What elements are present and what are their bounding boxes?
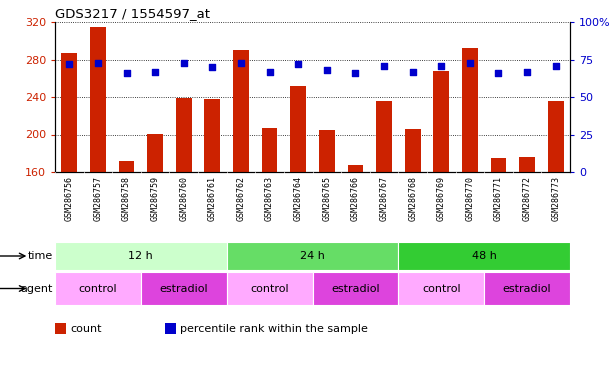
- Bar: [119, 161, 134, 172]
- Point: [64, 61, 74, 67]
- Point: [322, 67, 332, 73]
- Text: GSM286758: GSM286758: [122, 175, 131, 220]
- Bar: [484, 272, 570, 305]
- Text: control: control: [251, 283, 289, 293]
- Bar: [319, 130, 335, 172]
- Point: [408, 68, 417, 74]
- Point: [551, 63, 560, 69]
- Point: [351, 70, 360, 76]
- Text: 12 h: 12 h: [128, 251, 153, 261]
- Text: GSM286765: GSM286765: [323, 175, 331, 220]
- Bar: [462, 48, 478, 172]
- Bar: [141, 272, 227, 305]
- Bar: [491, 158, 507, 172]
- Text: GSM286771: GSM286771: [494, 175, 503, 220]
- Point: [150, 68, 160, 74]
- Text: estradiol: estradiol: [331, 283, 379, 293]
- Bar: [398, 272, 484, 305]
- Bar: [55, 242, 227, 270]
- Text: GSM286769: GSM286769: [437, 175, 446, 220]
- Text: GSM286759: GSM286759: [151, 175, 159, 220]
- Point: [379, 63, 389, 69]
- Point: [179, 60, 189, 66]
- Bar: [519, 157, 535, 172]
- Text: control: control: [422, 283, 461, 293]
- Text: GSM286761: GSM286761: [208, 175, 217, 220]
- Bar: [376, 101, 392, 172]
- Text: GSM286767: GSM286767: [379, 175, 389, 220]
- Point: [236, 60, 246, 66]
- Text: GSM286756: GSM286756: [65, 175, 74, 220]
- Text: GSM286766: GSM286766: [351, 175, 360, 220]
- Text: GSM286770: GSM286770: [466, 175, 474, 220]
- Bar: [147, 134, 163, 172]
- Bar: [233, 50, 249, 172]
- Bar: [548, 101, 563, 172]
- Point: [494, 70, 503, 76]
- Text: 24 h: 24 h: [300, 251, 325, 261]
- Text: GSM286763: GSM286763: [265, 175, 274, 220]
- Text: GSM286757: GSM286757: [93, 175, 103, 220]
- Bar: [404, 129, 420, 172]
- Bar: [348, 164, 364, 172]
- Bar: [227, 242, 398, 270]
- Text: agent: agent: [21, 283, 53, 293]
- Point: [122, 70, 131, 76]
- Text: GSM286762: GSM286762: [236, 175, 246, 220]
- Text: time: time: [27, 251, 53, 261]
- Bar: [290, 86, 306, 172]
- Point: [293, 61, 303, 67]
- Bar: [433, 71, 449, 172]
- Text: estradiol: estradiol: [503, 283, 551, 293]
- Text: GSM286772: GSM286772: [522, 175, 532, 220]
- Bar: [227, 272, 312, 305]
- Text: count: count: [70, 323, 102, 333]
- Point: [465, 60, 475, 66]
- Point: [93, 60, 103, 66]
- Point: [265, 68, 274, 74]
- Point: [522, 68, 532, 74]
- Bar: [205, 99, 220, 172]
- Bar: [55, 272, 141, 305]
- Bar: [90, 26, 106, 172]
- Text: GSM286768: GSM286768: [408, 175, 417, 220]
- Bar: [62, 53, 77, 172]
- Bar: [176, 98, 192, 172]
- Text: percentile rank within the sample: percentile rank within the sample: [180, 323, 368, 333]
- Text: GSM286773: GSM286773: [551, 175, 560, 220]
- Text: GSM286760: GSM286760: [179, 175, 188, 220]
- Text: 48 h: 48 h: [472, 251, 497, 261]
- Point: [208, 64, 218, 70]
- Point: [436, 63, 446, 69]
- Bar: [398, 242, 570, 270]
- Text: GSM286764: GSM286764: [294, 175, 302, 220]
- Bar: [312, 272, 398, 305]
- Bar: [262, 128, 277, 172]
- Text: GDS3217 / 1554597_at: GDS3217 / 1554597_at: [55, 7, 210, 20]
- Text: control: control: [79, 283, 117, 293]
- Text: estradiol: estradiol: [159, 283, 208, 293]
